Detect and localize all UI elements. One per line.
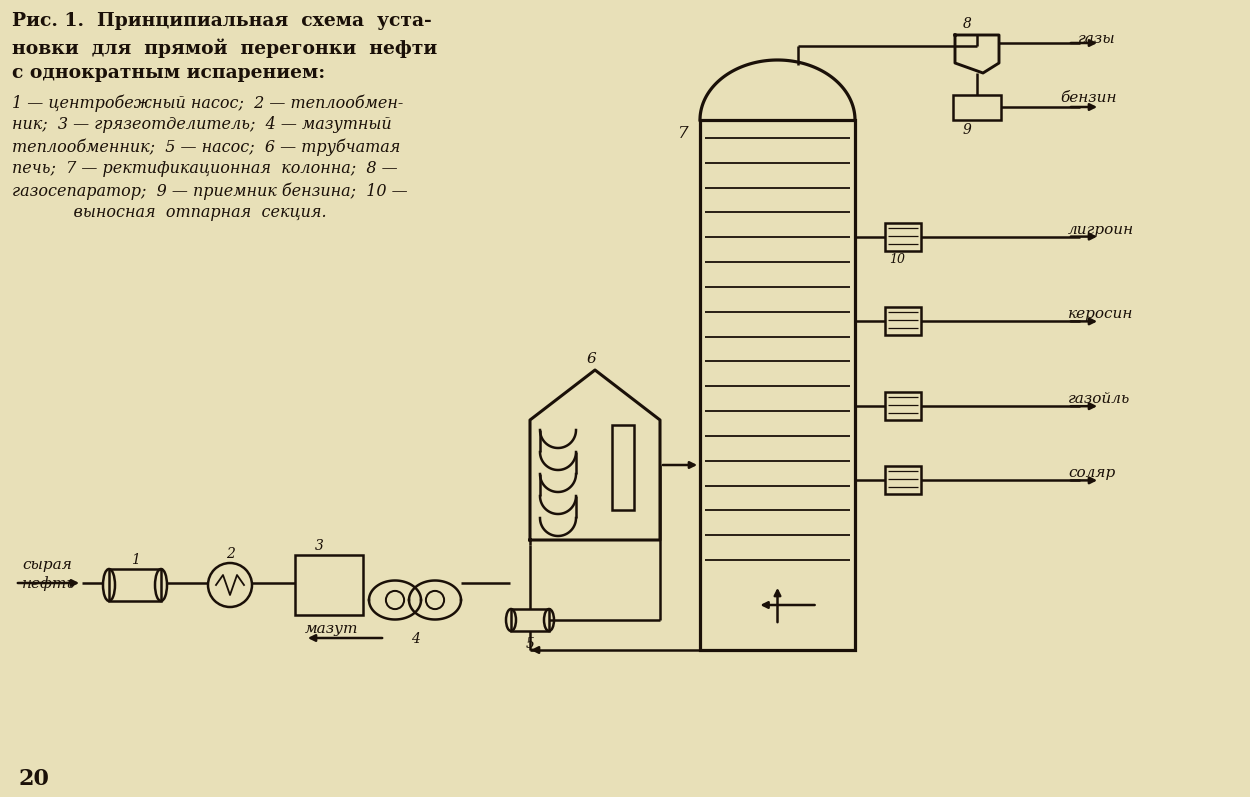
Text: 7: 7 xyxy=(678,125,689,142)
Text: нефть: нефть xyxy=(22,576,76,591)
Text: 2: 2 xyxy=(226,547,235,561)
Bar xyxy=(885,222,921,250)
Text: 8: 8 xyxy=(962,17,972,31)
Text: 5: 5 xyxy=(526,637,535,651)
Bar xyxy=(612,425,634,510)
Text: теплообменник;  5 — насос;  6 — трубчатая: теплообменник; 5 — насос; 6 — трубчатая xyxy=(12,138,400,155)
Bar xyxy=(511,609,549,631)
Text: соляр: соляр xyxy=(1068,466,1115,481)
Bar xyxy=(109,569,161,601)
Text: ник;  3 — грязеотделитель;  4 — мазутный: ник; 3 — грязеотделитель; 4 — мазутный xyxy=(12,116,391,133)
Text: 4: 4 xyxy=(411,632,420,646)
Text: 1 — центробежный насос;  2 — теплообмен-: 1 — центробежный насос; 2 — теплообмен- xyxy=(12,94,404,112)
Text: сырая: сырая xyxy=(22,558,72,572)
Text: новки  для  прямой  перегонки  нефти: новки для прямой перегонки нефти xyxy=(12,38,437,57)
Text: 20: 20 xyxy=(18,768,49,790)
Bar xyxy=(885,466,921,494)
Bar xyxy=(700,120,855,650)
Bar xyxy=(952,95,1001,120)
Text: газосепаратор;  9 — приемник бензина;  10 —: газосепаратор; 9 — приемник бензина; 10 … xyxy=(12,182,408,199)
Bar xyxy=(295,555,362,615)
Text: 10: 10 xyxy=(889,253,905,265)
Bar xyxy=(885,392,921,420)
Text: мазут: мазут xyxy=(305,622,359,636)
Text: с однократным испарением:: с однократным испарением: xyxy=(12,64,325,82)
Text: 1: 1 xyxy=(131,553,140,567)
Text: 9: 9 xyxy=(962,123,972,137)
Text: лигроин: лигроин xyxy=(1068,222,1134,237)
Text: газы: газы xyxy=(1078,32,1116,46)
Text: 3: 3 xyxy=(315,539,324,553)
Bar xyxy=(885,308,921,336)
Text: 6: 6 xyxy=(588,352,596,366)
Text: печь;  7 — ректификационная  колонна;  8 —: печь; 7 — ректификационная колонна; 8 — xyxy=(12,160,398,177)
Text: керосин: керосин xyxy=(1068,308,1134,321)
Text: Рис. 1.  Принципиальная  схема  уста-: Рис. 1. Принципиальная схема уста- xyxy=(12,12,431,30)
Text: выносная  отпарная  секция.: выносная отпарная секция. xyxy=(12,204,326,221)
Text: бензин: бензин xyxy=(1060,91,1116,105)
Text: газойль: газойль xyxy=(1068,392,1130,406)
